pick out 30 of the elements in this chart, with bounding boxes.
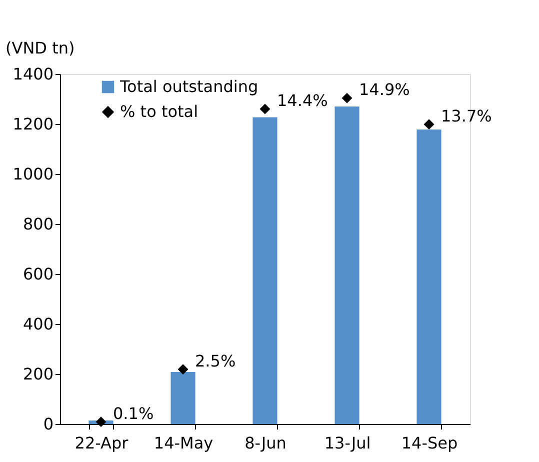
y-tick-label: 800 xyxy=(22,214,54,234)
y-axis-title: (VND tn) xyxy=(6,38,75,58)
data-label: 13.7% xyxy=(441,106,492,126)
data-label: 14.9% xyxy=(359,80,410,100)
point xyxy=(342,92,352,104)
point xyxy=(260,104,270,114)
y-tick-label: 0 xyxy=(43,414,54,434)
y-tick-label: 1400 xyxy=(12,64,54,84)
data-label: 14.4% xyxy=(277,91,328,110)
bar xyxy=(170,372,196,424)
bar xyxy=(334,106,360,424)
y-tick-label: 1000 xyxy=(12,164,54,184)
y-tick-label: 200 xyxy=(22,364,54,384)
bar xyxy=(416,130,442,424)
data-label: 2.5% xyxy=(195,351,236,370)
legend-label: Total outstanding xyxy=(119,77,258,96)
y-tick-label: 1200 xyxy=(12,114,54,134)
x-tick-label: 14-Sep xyxy=(401,434,458,452)
bar xyxy=(252,117,278,424)
legend-label: % to total xyxy=(120,102,198,121)
x-tick-label: 22-Apr xyxy=(74,434,129,452)
point xyxy=(424,119,434,130)
x-tick-label: 14-May xyxy=(154,434,214,452)
y-tick-label: 600 xyxy=(22,264,54,284)
point xyxy=(178,364,188,375)
x-tick-label: 8-Jun xyxy=(244,434,286,452)
x-tick-label: 13-Jul xyxy=(324,434,371,452)
point xyxy=(96,416,106,428)
data-label: 0.1% xyxy=(113,404,154,423)
y-tick-label: 400 xyxy=(22,314,54,334)
